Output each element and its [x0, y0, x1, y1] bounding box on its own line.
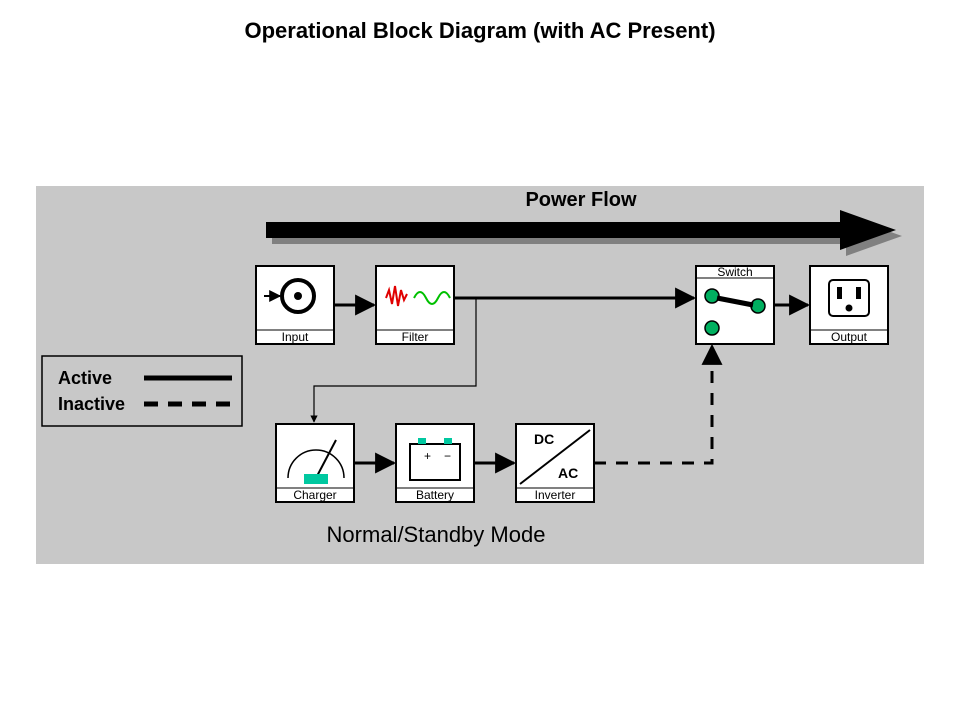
power-flow-arrow: Power Flow: [266, 189, 902, 256]
conn-inverter-switch-inactive: [594, 346, 712, 463]
block-inverter: Inverter DC AC: [516, 424, 594, 502]
svg-text:+: +: [424, 449, 431, 463]
svg-text:AC: AC: [558, 465, 578, 481]
block-charger: Charger: [276, 424, 354, 502]
svg-text:Switch: Switch: [717, 265, 752, 279]
power-flow-label: Power Flow: [525, 189, 637, 211]
legend-box: Active Inactive: [42, 356, 242, 426]
page-title: Operational Block Diagram (with AC Prese…: [0, 0, 960, 44]
svg-text:−: −: [444, 449, 451, 463]
svg-text:Output: Output: [831, 330, 868, 344]
block-switch: Switch: [696, 265, 774, 344]
diagram-panel: Power Flow Active Inactive Input Filter: [36, 186, 924, 564]
legend-inactive-label: Inactive: [58, 394, 125, 414]
svg-text:Inverter: Inverter: [535, 488, 576, 502]
svg-text:Input: Input: [282, 330, 309, 344]
svg-text:DC: DC: [534, 431, 554, 447]
block-input: Input: [256, 266, 334, 344]
block-battery: Battery + −: [396, 424, 474, 502]
svg-text:Battery: Battery: [416, 488, 454, 502]
block-filter: Filter: [376, 266, 454, 344]
legend-active-label: Active: [58, 368, 112, 388]
svg-text:Charger: Charger: [293, 488, 336, 502]
svg-text:Filter: Filter: [402, 330, 429, 344]
diagram-caption: Normal/Standby Mode: [327, 522, 546, 547]
block-output: Output: [810, 266, 888, 344]
